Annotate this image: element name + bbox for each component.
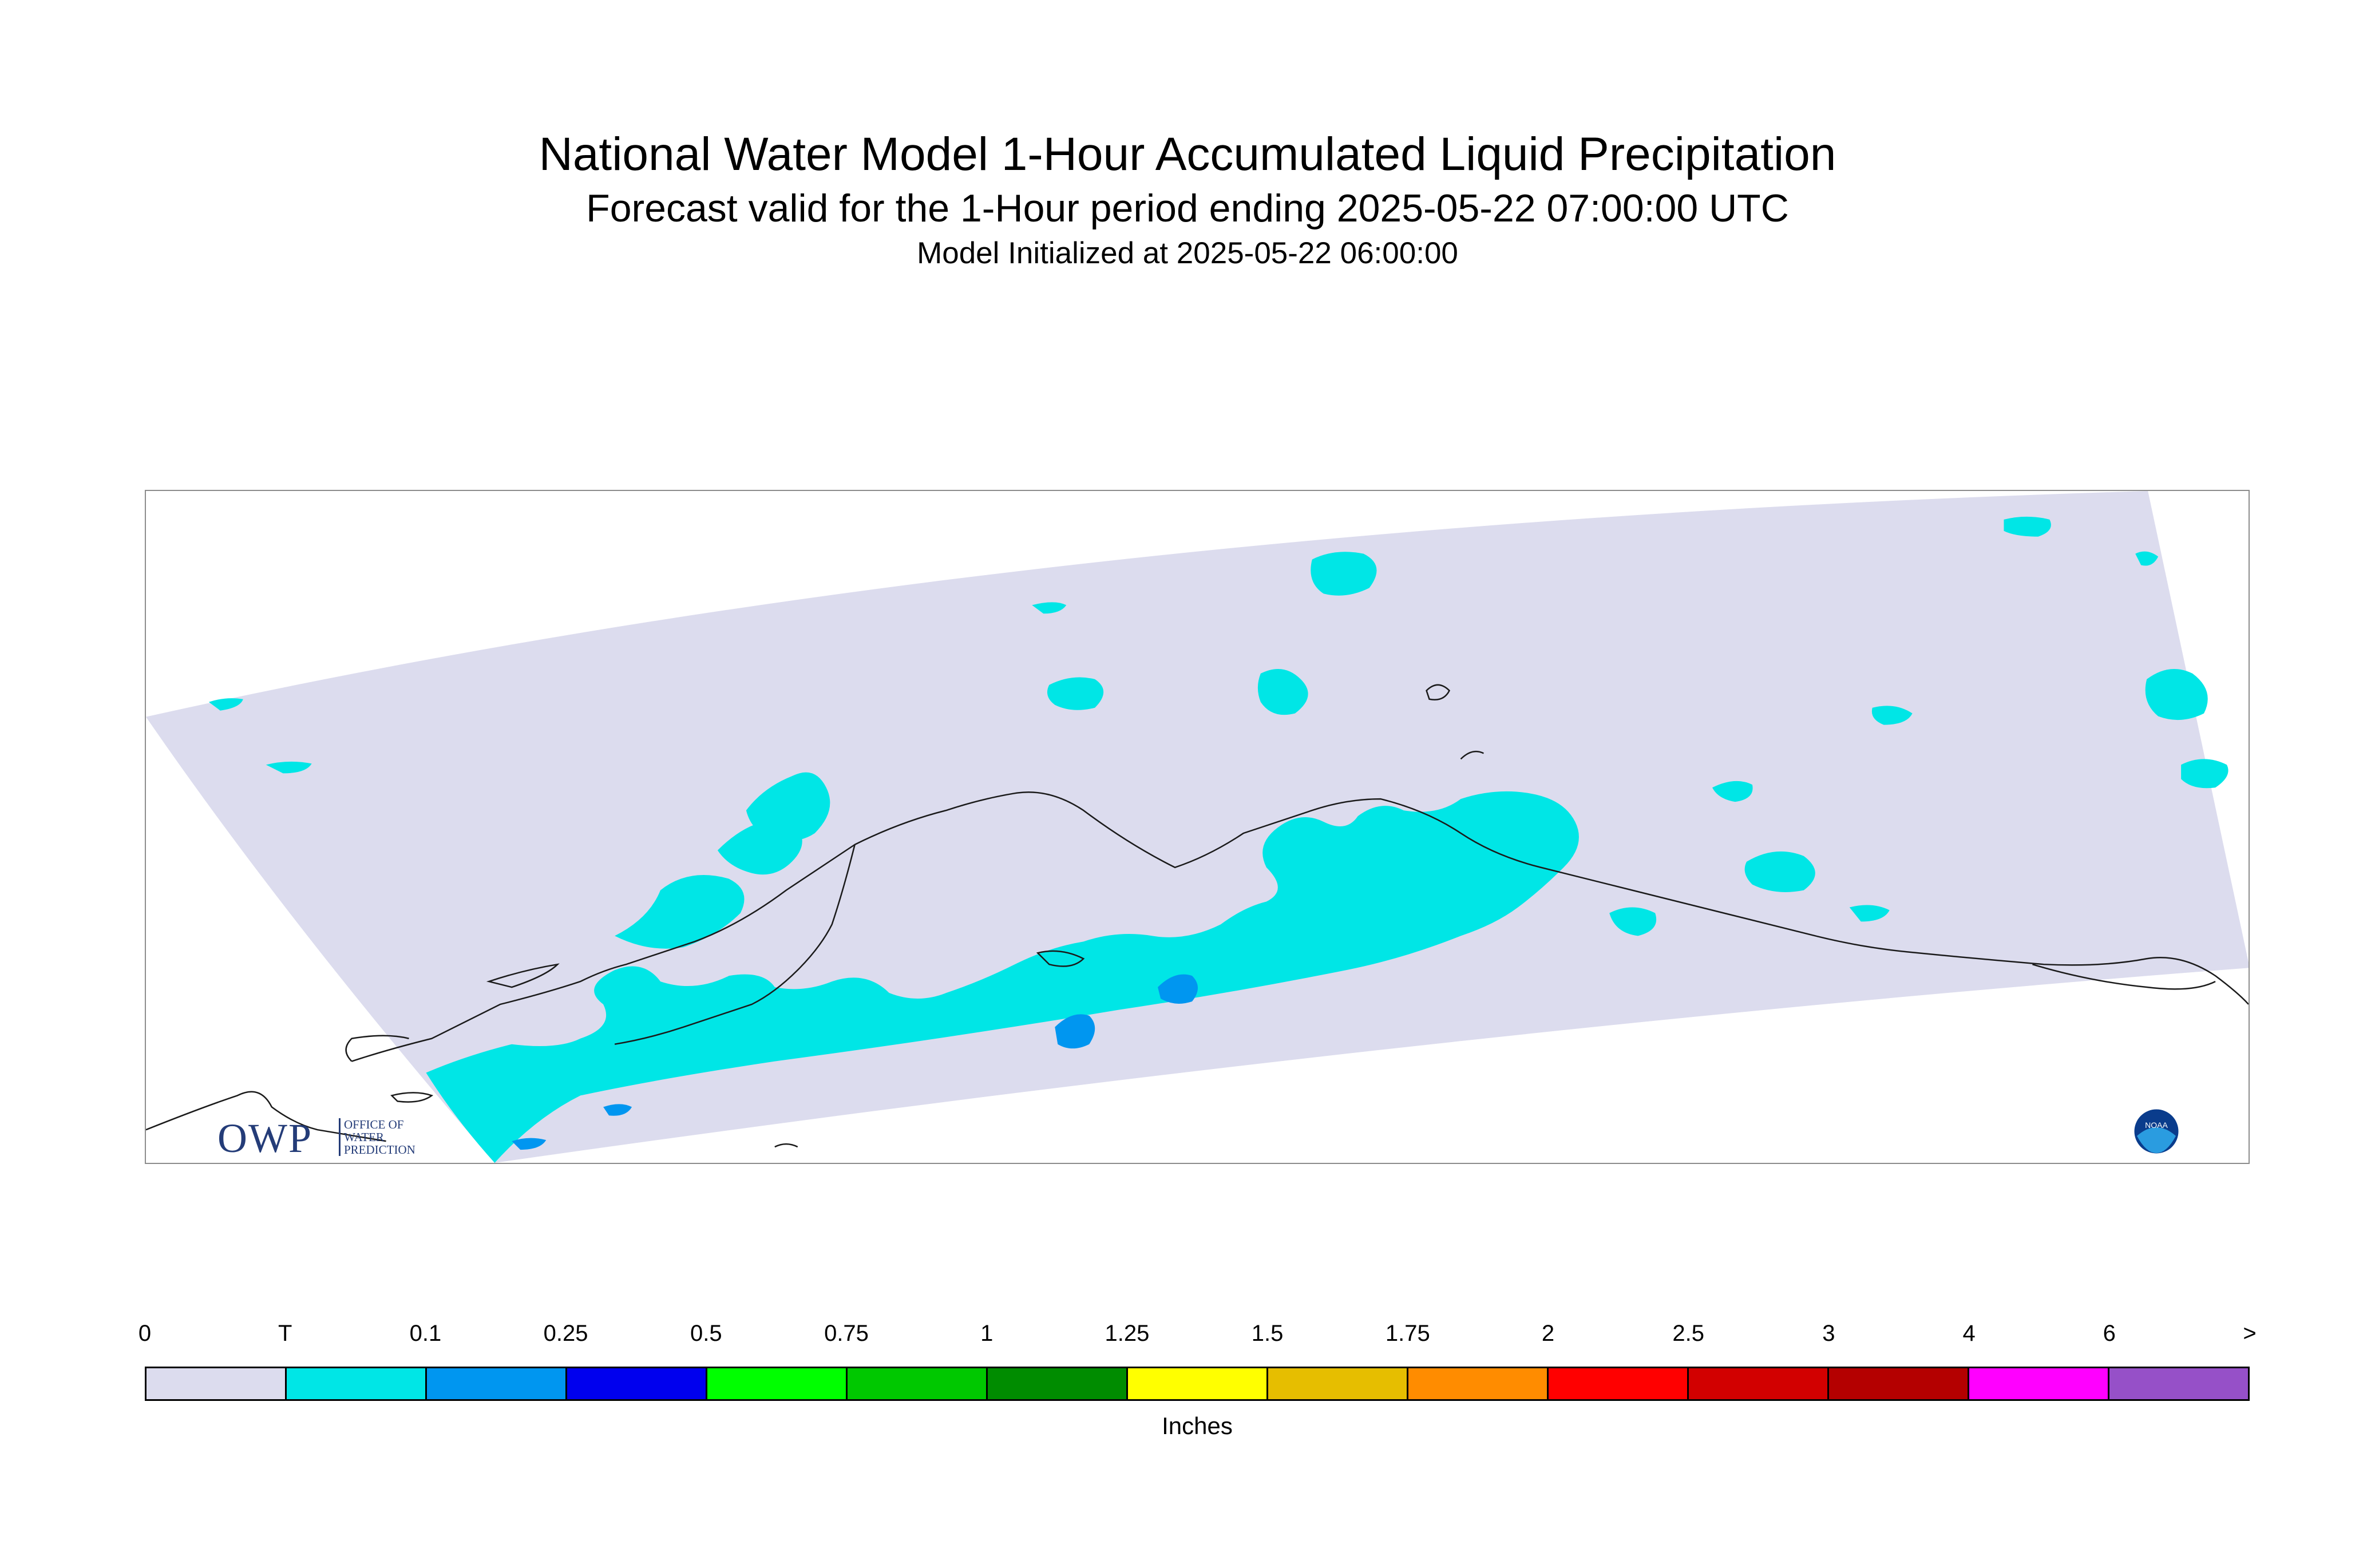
coastline-islet-1 <box>390 1092 434 1103</box>
legend-color-segment <box>1268 1368 1408 1399</box>
legend-color-bar <box>145 1367 2250 1401</box>
title-block: National Water Model 1-Hour Accumulated … <box>0 126 2375 274</box>
precip-area-northeast-2 <box>2135 551 2159 566</box>
coastline-river <box>1460 750 1485 760</box>
legend-color-segment <box>427 1368 567 1399</box>
light-precip-areas <box>512 974 1198 1150</box>
legend-color-segment <box>567 1368 707 1399</box>
precipitation-map <box>146 491 2249 1163</box>
coastline-island-1 <box>345 1035 409 1062</box>
precip-area-north-5 <box>1871 706 1913 725</box>
map-subtitle-init-time: Model Initialized at 2025-05-22 06:00:00 <box>917 236 1458 270</box>
light-precip-area-2 <box>1158 974 1198 1004</box>
legend-color-segment <box>287 1368 427 1399</box>
precip-area-west-edge-2 <box>266 761 312 774</box>
coastline-peninsula <box>614 844 856 1045</box>
precip-area-west-inner <box>746 772 830 841</box>
legend-tick-label: 1.75 <box>1385 1321 1430 1346</box>
legend-color-segment <box>848 1368 988 1399</box>
map-subtitle-valid-time: Forecast valid for the 1-Hour period end… <box>586 187 1789 230</box>
legend-color-segment <box>1689 1368 1829 1399</box>
precip-area-west-coast <box>615 875 745 949</box>
map-title: National Water Model 1-Hour Accumulated … <box>539 128 1836 180</box>
precip-area-east-coast-1 <box>1609 907 1657 936</box>
precip-area-north-4 <box>1032 602 1067 614</box>
precip-area-northeast-1 <box>2004 516 2051 537</box>
precip-area-east-2 <box>2145 668 2208 720</box>
legend-color-segment <box>1829 1368 1969 1399</box>
legend-tick-label: 6 <box>2103 1321 2116 1346</box>
light-precip-area-1 <box>1055 1014 1095 1049</box>
precip-area-central-coast <box>1316 829 1438 902</box>
legend-tick-label: T <box>278 1321 292 1346</box>
precip-area-mid-east <box>1712 781 1753 802</box>
precip-area-north-1 <box>1311 552 1377 596</box>
legend-tick-label: 0.5 <box>690 1321 722 1346</box>
coastline-small-island <box>774 1143 798 1148</box>
legend-tick-label: 0.1 <box>409 1321 442 1346</box>
legend-tick-label: 0 <box>138 1321 152 1346</box>
legend-tick-label: 0.75 <box>824 1321 869 1346</box>
legend-units-label: Inches <box>1162 1412 1233 1439</box>
noaa-logo-text: NOAA <box>2145 1120 2168 1130</box>
precip-area-north-3 <box>1257 668 1308 715</box>
legend-color-segment <box>1969 1368 2109 1399</box>
trace-precip-areas <box>208 516 2228 1163</box>
precip-area-east-1 <box>2181 759 2228 789</box>
owp-logo-abbrev: OWP <box>217 1115 312 1161</box>
owp-logo-text-line: PREDICTION <box>344 1143 415 1157</box>
noaa-logo: NOAA <box>2132 1107 2180 1155</box>
owp-logo-text-line: WATER <box>344 1130 384 1144</box>
legend-tick-label: 2.5 <box>1672 1321 1704 1346</box>
light-precip-area-4 <box>603 1104 632 1116</box>
legend-tick-label: 4 <box>1962 1321 1976 1346</box>
legend-color-segment <box>2109 1368 2248 1399</box>
precip-area-north-2 <box>1047 677 1104 710</box>
legend-color-segment <box>147 1368 287 1399</box>
owp-logo-text-line: OFFICE OF <box>344 1118 404 1131</box>
legend-color-segment <box>1408 1368 1549 1399</box>
map-frame <box>145 490 2250 1164</box>
light-precip-area-3 <box>512 1138 547 1150</box>
legend-color-segment <box>1128 1368 1268 1399</box>
precip-area-southwest-large <box>426 791 1579 1163</box>
legend-tick-label: 1.25 <box>1105 1321 1150 1346</box>
coastline-main <box>351 791 2249 1062</box>
precip-area-east-coast-3 <box>1849 905 1890 922</box>
owp-logo-text: OFFICE OF WATER PREDICTION <box>339 1118 436 1156</box>
legend-tick-label: 0.25 <box>543 1321 588 1346</box>
coastline-lake-1 <box>1036 950 1085 967</box>
legend-tick-label: 1.5 <box>1251 1321 1284 1346</box>
precip-area-west-edge <box>208 698 243 711</box>
legend-color-segment <box>1549 1368 1689 1399</box>
coastline-east-tail <box>2032 963 2216 990</box>
precip-area-east-coast-2 <box>1744 851 1815 892</box>
coastline-island-2 <box>486 963 560 988</box>
legend-tick-label: 1 <box>980 1321 993 1346</box>
legend-tick-label: 3 <box>1822 1321 1835 1346</box>
legend-tick-label: 2 <box>1541 1321 1555 1346</box>
coastline-southwest <box>146 1091 386 1142</box>
coastlines <box>146 684 2249 1148</box>
legend-tick-label: > <box>2243 1321 2257 1346</box>
legend-color-segment <box>707 1368 848 1399</box>
legend-color-segment <box>988 1368 1128 1399</box>
coastline-lake-2 <box>1426 684 1451 700</box>
